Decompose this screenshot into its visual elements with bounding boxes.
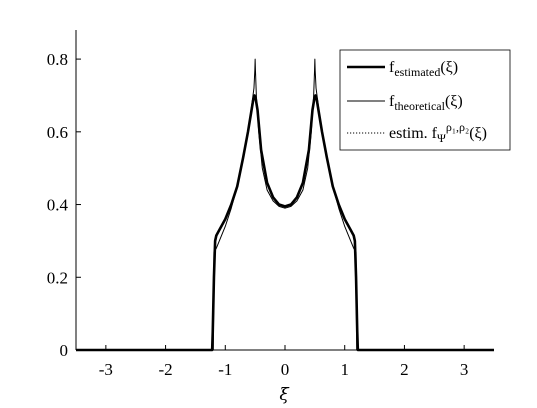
x-tick-label: -1: [218, 360, 232, 379]
series-layer: [76, 58, 494, 352]
y-tick-label: 0.8: [47, 50, 68, 69]
x-tick-label: 1: [340, 360, 349, 379]
y-tick-label: 0: [60, 341, 69, 360]
ticks: -3 -2 -1 0 1 2 3 0 0.2 0.4 0.6 0.8: [47, 50, 469, 379]
legend-entry-estimated: festimated(ξ): [389, 59, 458, 79]
x-tick-label: 2: [400, 360, 409, 379]
y-tick-label: 0.6: [47, 123, 68, 142]
legend-entry-theoretical: ftheoretical(ξ): [389, 93, 463, 113]
x-tick-label: 3: [460, 360, 469, 379]
x-axis-label: ξ: [279, 385, 290, 405]
x-tick-label: 0: [281, 360, 290, 379]
y-tick-label: 0.4: [47, 196, 69, 215]
x-tick-label: -2: [158, 360, 172, 379]
x-tick-label: -3: [99, 360, 113, 379]
y-tick-label: 0.2: [47, 268, 68, 287]
legend-entry-estim-psi: estim. fΨρ₁,ρ₂(ξ): [389, 120, 487, 145]
series-line-estim-psi: [76, 95, 494, 351]
legend: festimated(ξ) ftheoretical(ξ) estim. fΨρ…: [339, 49, 511, 151]
